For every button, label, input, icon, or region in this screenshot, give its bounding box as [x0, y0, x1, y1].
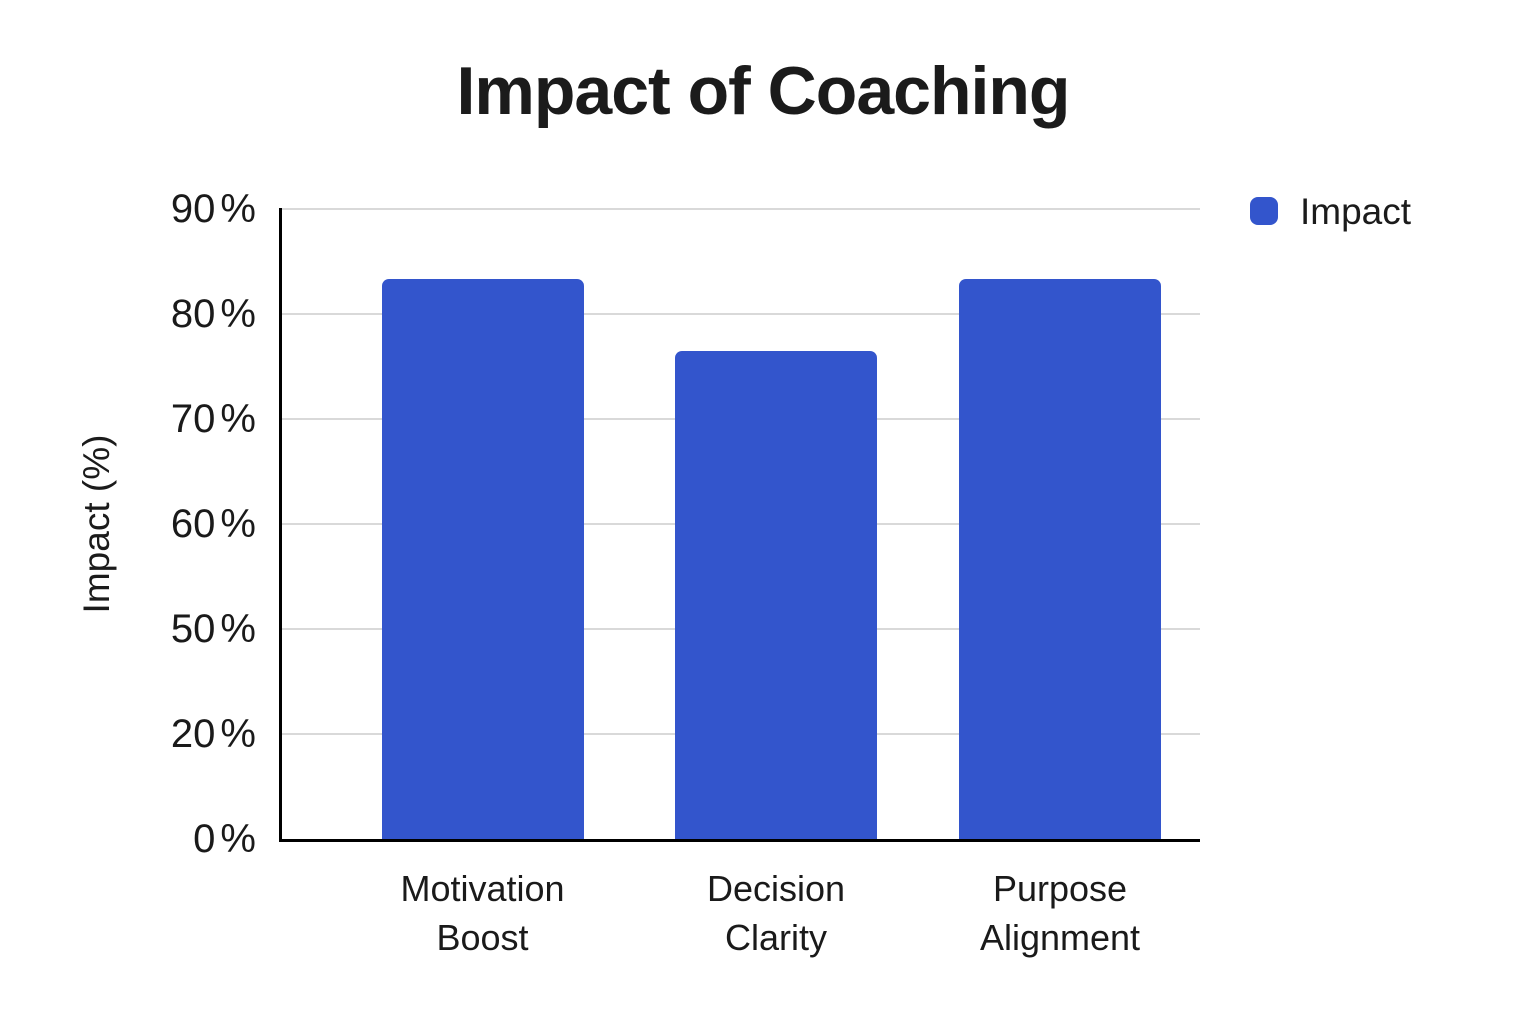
x-category-label-line: Boost [436, 917, 529, 958]
y-tick-label-90: 90% [0, 189, 256, 229]
gridline-80 [282, 313, 1200, 315]
y-tick-percent-suffix: % [220, 397, 256, 441]
y-tick-value: 0 [193, 817, 216, 861]
y-tick-value: 80 [170, 292, 216, 336]
x-category-label-line: Clarity [724, 917, 827, 958]
y-tick-percent-suffix: % [220, 607, 256, 651]
x-category-label-motivation-boost: Motivation Boost [333, 864, 633, 962]
y-tick-percent-suffix: % [220, 292, 256, 336]
legend: Impact [1250, 193, 1411, 230]
y-tick-value: 70 [170, 397, 216, 441]
bar-decision-clarity [675, 351, 877, 839]
x-axis-line [279, 839, 1200, 842]
bar-purpose-alignment [959, 279, 1161, 839]
y-tick-percent-suffix: % [220, 502, 256, 546]
y-tick-value: 60 [170, 502, 216, 546]
y-tick-value: 90 [170, 187, 216, 231]
y-tick-percent-suffix: % [220, 712, 256, 756]
x-category-label-line: Purpose [992, 868, 1128, 909]
y-tick-value: 50 [170, 607, 216, 651]
x-category-label-decision-clarity: Decision Clarity [626, 864, 926, 962]
y-tick-label-60: 60% [0, 504, 256, 544]
legend-swatch-impact [1250, 197, 1278, 225]
y-tick-percent-suffix: % [220, 817, 256, 861]
chart-title: Impact of Coaching [456, 53, 1071, 129]
y-tick-label-70: 70% [0, 399, 256, 439]
gridline-90 [282, 208, 1200, 210]
y-tick-value: 20 [170, 712, 216, 756]
x-category-label-line: Decision [706, 868, 846, 909]
x-category-label-line: Motivation [400, 868, 565, 909]
y-tick-label-0: 0% [0, 819, 256, 859]
y-tick-label-80: 80% [0, 294, 256, 334]
y-tick-label-20: 20% [0, 714, 256, 754]
x-category-label-purpose-alignment: Purpose Alignment [910, 864, 1210, 962]
legend-label-impact: Impact [1300, 190, 1412, 232]
y-axis-line [279, 208, 282, 842]
bar-motivation-boost [381, 279, 584, 839]
y-tick-percent-suffix: % [220, 187, 256, 231]
y-tick-label-50: 50% [0, 609, 256, 649]
x-category-label-line: Alignment [979, 917, 1141, 958]
